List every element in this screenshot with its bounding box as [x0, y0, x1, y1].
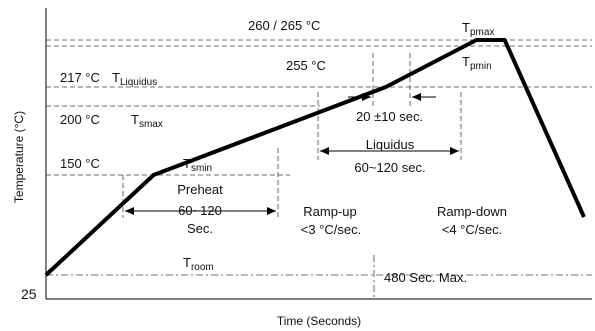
tsmax-label: Tsmax [131, 112, 163, 130]
preheat-label: Preheat [177, 182, 223, 197]
preheat-arrow [125, 207, 276, 215]
peak-time-label: 20 ±10 sec. [356, 109, 423, 124]
ramp-up-rate-label: <3 °C/sec. [301, 222, 361, 237]
temp-217-label: 217 °C [60, 70, 100, 85]
temp-255-label: 255 °C [286, 58, 326, 73]
temp-150-label: 150 °C [60, 156, 100, 171]
liquidus-label: Liquidus [366, 137, 415, 152]
troom-label: Troom [183, 255, 214, 273]
y-axis-label: Temperature (°C) [12, 111, 26, 203]
liquidus-arrow [320, 147, 459, 155]
ramp-up-label: Ramp-up [303, 204, 356, 219]
y-min-tick-label: 25 [21, 286, 37, 302]
peak-temp-label: 260 / 265 °C [248, 18, 320, 33]
ramp-down-rate-label: <4 °C/sec. [442, 222, 502, 237]
preheat-unit-label: Sec. [187, 221, 213, 236]
preheat-time-label: 60~120 [178, 203, 222, 218]
tpmax-label: Tpmax [462, 20, 494, 38]
temp-200-label: 200 °C [60, 112, 100, 127]
max-time-label: 480 Sec. Max. [384, 270, 467, 285]
tsmin-label: Tsmin [183, 156, 212, 174]
x-axis-label: Time (Seconds) [277, 314, 361, 328]
tliquidus-label: TLiquidus [112, 70, 157, 88]
liquidus-time-label: 60~120 sec. [354, 160, 425, 175]
ramp-down-label: Ramp-down [437, 204, 507, 219]
temperature-profile-line [44, 38, 586, 277]
tpmin-label: Tpmin [462, 54, 492, 72]
